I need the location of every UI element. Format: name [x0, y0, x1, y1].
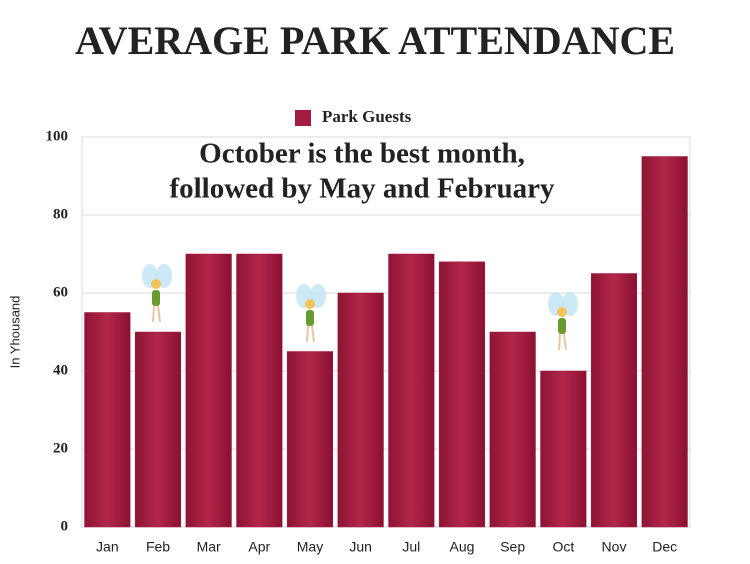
- x-tick-label: Mar: [197, 539, 221, 555]
- y-tick-label: 100: [46, 128, 69, 144]
- bar: [489, 331, 536, 528]
- x-tick-label: Apr: [248, 539, 270, 555]
- y-axis-label: In Yhousand: [7, 296, 22, 369]
- x-tick-label: May: [297, 539, 323, 555]
- bar: [134, 331, 182, 528]
- bar: [641, 156, 688, 528]
- x-tick-label: Jun: [349, 539, 372, 555]
- bar: [84, 312, 131, 528]
- x-tick-label: Jan: [96, 539, 119, 555]
- bar: [185, 253, 232, 528]
- bar: [590, 273, 638, 528]
- annotation: followed by May and February: [169, 173, 555, 205]
- annotation: October is the best month,: [199, 138, 525, 170]
- legend-swatch: [295, 110, 311, 126]
- x-tick-label: Oct: [552, 539, 574, 555]
- x-tick-label: Jul: [402, 539, 420, 555]
- chart-title: AVERAGE PARK ATTENDANCE: [75, 18, 675, 63]
- fairy-icon: [296, 284, 326, 343]
- y-tick-label: 80: [53, 206, 68, 222]
- bar: [438, 261, 486, 528]
- bar: [286, 351, 334, 528]
- x-tick-label: Feb: [146, 539, 170, 555]
- y-tick-label: 20: [53, 440, 68, 456]
- y-tick-label: 40: [53, 362, 68, 378]
- bar: [236, 253, 283, 528]
- bar: [540, 370, 587, 528]
- x-tick-label: Sep: [500, 539, 525, 555]
- x-tick-label: Aug: [450, 539, 475, 555]
- legend-label: Park Guests: [322, 107, 412, 126]
- bar: [337, 292, 384, 528]
- y-tick-label: 0: [61, 518, 69, 534]
- x-tick-label: Nov: [602, 539, 627, 555]
- fairy-icon: [142, 264, 172, 323]
- decorations: [142, 264, 578, 351]
- fairy-icon: [548, 292, 578, 351]
- x-tick-label: Dec: [652, 539, 677, 555]
- y-tick-label: 60: [53, 284, 68, 300]
- bar: [388, 253, 435, 528]
